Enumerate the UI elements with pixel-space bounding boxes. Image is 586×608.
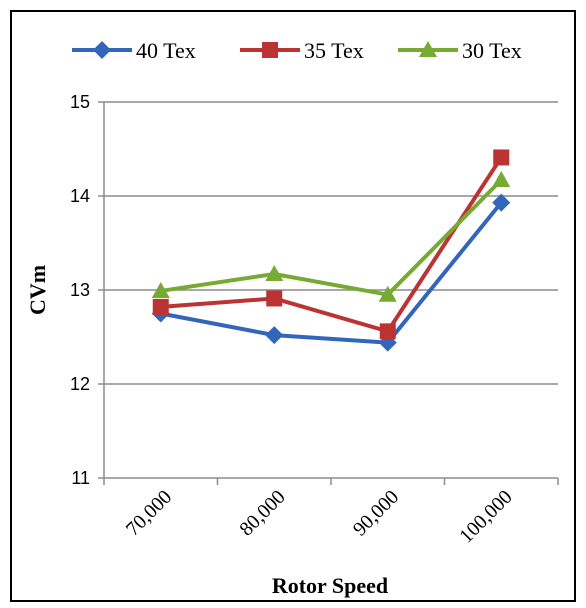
y-tick-label: 14 — [70, 186, 90, 206]
data-point — [379, 323, 396, 340]
x-axis-title: Rotor Speed — [272, 573, 388, 598]
data-point — [152, 298, 169, 315]
legend-marker — [419, 41, 437, 57]
y-tick-label: 15 — [70, 92, 90, 112]
legend-marker — [262, 42, 278, 58]
y-tick-labels: 11 12 13 14 15 — [70, 92, 90, 488]
data-point — [151, 281, 170, 298]
legend-label: 40 Tex — [136, 38, 196, 63]
y-axis-title: CVm — [25, 265, 50, 315]
series-line — [160, 156, 503, 334]
data-point — [492, 193, 511, 212]
legend: 40 Tex 35 Tex 30 Tex — [72, 38, 522, 63]
data-point — [378, 285, 397, 302]
data-point — [492, 171, 511, 188]
data-point — [265, 326, 284, 345]
y-tick-label: 12 — [70, 374, 90, 394]
legend-entry: 40 Tex — [72, 38, 196, 63]
legend-marker — [93, 41, 111, 59]
axes — [98, 101, 559, 485]
legend-label: 30 Tex — [462, 38, 522, 63]
series-lines — [151, 149, 511, 352]
data-point — [265, 265, 284, 282]
series-30-tex — [151, 171, 511, 302]
series-line — [160, 201, 503, 345]
legend-entry: 30 Tex — [398, 38, 522, 63]
series-line — [160, 178, 503, 297]
y-tick-label: 11 — [71, 468, 90, 488]
data-point — [266, 290, 283, 307]
chart-frame — [10, 10, 576, 602]
series-35-tex — [152, 149, 510, 340]
data-point — [493, 149, 510, 166]
y-tick-label: 13 — [70, 280, 90, 300]
legend-entry: 35 Tex — [240, 38, 364, 63]
legend-label: 35 Tex — [304, 38, 364, 63]
